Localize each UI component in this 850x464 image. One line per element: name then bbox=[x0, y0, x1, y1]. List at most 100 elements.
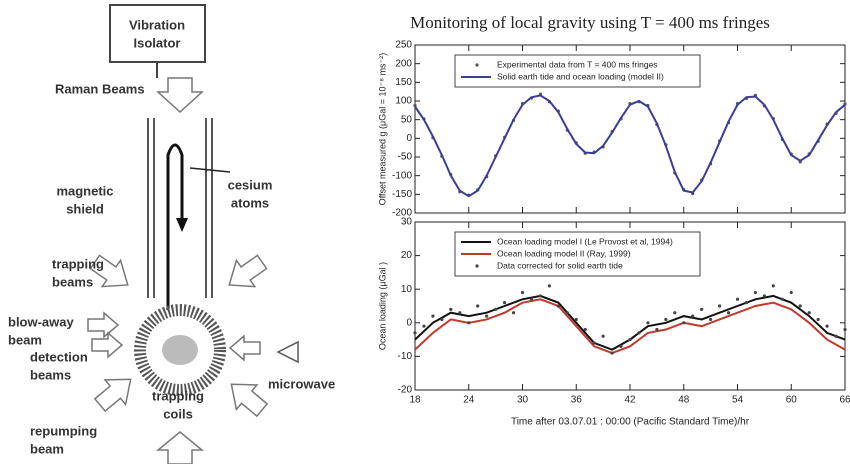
data-point bbox=[691, 314, 695, 318]
diagram-label: magnetic bbox=[56, 183, 113, 198]
data-point bbox=[664, 317, 668, 322]
data-point bbox=[789, 290, 793, 295]
data-point bbox=[700, 307, 704, 311]
x-tick-label: 66 bbox=[839, 395, 850, 406]
data-point bbox=[655, 327, 659, 332]
diagram-label: detection bbox=[30, 349, 88, 364]
data-point bbox=[565, 311, 569, 315]
diagram-label: beam bbox=[8, 332, 42, 347]
data-point bbox=[485, 314, 489, 318]
series-line bbox=[414, 94, 846, 198]
atom-path bbox=[166, 143, 184, 310]
data-point bbox=[440, 317, 444, 322]
y-tick-label: 150 bbox=[395, 77, 412, 88]
diagram-label: trapping bbox=[152, 388, 204, 403]
legend-label: Solid earth tide and ocean loading (mode… bbox=[497, 71, 664, 81]
legend-swatch bbox=[475, 63, 479, 67]
data-point bbox=[494, 307, 498, 311]
data-point bbox=[807, 311, 811, 315]
y-axis-label: Offset measured g (μGal = 10⁻⁸ ms⁻²) bbox=[377, 53, 387, 206]
legend-box bbox=[454, 231, 701, 277]
isolator-box bbox=[109, 4, 206, 63]
data-point bbox=[476, 304, 480, 308]
data-point bbox=[628, 338, 632, 342]
y-tick-label: 50 bbox=[401, 114, 413, 125]
data-point bbox=[601, 334, 605, 338]
data-point bbox=[762, 294, 766, 298]
diagram-label: atoms bbox=[231, 195, 269, 210]
data-point bbox=[449, 307, 453, 311]
data-point bbox=[467, 321, 471, 325]
x-tick-label: 60 bbox=[786, 395, 798, 406]
pointer bbox=[189, 167, 231, 173]
data-point bbox=[637, 331, 641, 335]
data-point bbox=[574, 317, 578, 322]
data-point bbox=[834, 334, 838, 338]
legend-label: Data corrected for solid earth tide bbox=[497, 260, 623, 270]
trapping-coils bbox=[134, 304, 226, 396]
legend-label: Ocean loading model I (Le Provost et al,… bbox=[497, 236, 673, 246]
data-point bbox=[753, 290, 758, 295]
data-point bbox=[771, 284, 775, 288]
y-tick-label: -10 bbox=[398, 351, 413, 362]
magnetic-shield bbox=[147, 118, 213, 298]
data-point bbox=[529, 297, 534, 301]
data-point bbox=[619, 344, 623, 348]
x-tick-label: 30 bbox=[517, 395, 529, 406]
data-point bbox=[673, 311, 677, 315]
data-point bbox=[413, 331, 417, 335]
y-tick-label: -150 bbox=[392, 189, 412, 200]
data-point bbox=[422, 324, 426, 328]
y-tick-label: 100 bbox=[395, 96, 412, 107]
raman-arrow-bottom bbox=[155, 431, 205, 464]
data-point bbox=[592, 341, 596, 345]
x-tick-label: 24 bbox=[463, 395, 475, 406]
diagram-label: Raman Beams bbox=[55, 81, 145, 96]
diagram-label: coils bbox=[163, 406, 193, 421]
diagram-label: Vibration bbox=[129, 17, 185, 32]
atom-cloud bbox=[162, 335, 198, 365]
data-point bbox=[556, 304, 560, 308]
y-tick-label: 30 bbox=[401, 217, 413, 228]
data-point bbox=[735, 297, 740, 301]
data-point bbox=[825, 324, 829, 328]
diagram-label: cesium bbox=[228, 177, 273, 192]
y-tick-label: -20 bbox=[398, 385, 413, 396]
y-tick-label: -50 bbox=[398, 152, 413, 163]
y-tick-label: 10 bbox=[401, 284, 413, 295]
diagram-label: repumping bbox=[30, 423, 97, 438]
y-tick-label: -100 bbox=[392, 170, 412, 181]
y-tick-label: 0 bbox=[406, 133, 412, 144]
data-point bbox=[458, 311, 462, 315]
diagram-label: beams bbox=[52, 274, 93, 289]
beams bbox=[87, 254, 299, 418]
diagram-label: Isolator bbox=[134, 35, 181, 50]
legend-box bbox=[454, 54, 701, 88]
figure-title: Monitoring of local gravity using T = 40… bbox=[410, 13, 770, 32]
data-point bbox=[538, 294, 543, 298]
legend-label: Ocean loading model II (Ray, 1999) bbox=[497, 248, 631, 258]
diagram-label: microwave bbox=[268, 376, 335, 391]
legend-swatch bbox=[475, 264, 479, 268]
data-point bbox=[816, 317, 820, 322]
x-tick-label: 42 bbox=[624, 395, 636, 406]
y-tick-label: 200 bbox=[395, 58, 412, 69]
raman-arrow bbox=[156, 77, 204, 114]
apparatus-diagram: Vibration Isolator Raman Beams magnetic shie… bbox=[8, 4, 335, 464]
y-axis-label: Ocean loading (μGal ) bbox=[377, 262, 387, 350]
x-axis-label: Time after 03.07.01 : 00:00 (Pacific Sta… bbox=[511, 417, 750, 428]
data-point bbox=[520, 290, 525, 295]
data-point bbox=[780, 297, 784, 301]
diagram-label: blow-away bbox=[8, 314, 75, 329]
x-tick-label: 36 bbox=[571, 395, 583, 406]
x-tick-label: 54 bbox=[732, 395, 744, 406]
data-point bbox=[646, 321, 650, 325]
data-point bbox=[610, 351, 614, 355]
data-point bbox=[843, 327, 847, 332]
data-point bbox=[709, 317, 713, 322]
y-tick-label: -200 bbox=[392, 208, 412, 219]
data-point bbox=[547, 284, 551, 288]
data-point bbox=[682, 321, 686, 325]
diagram-label: trapping bbox=[52, 256, 104, 271]
